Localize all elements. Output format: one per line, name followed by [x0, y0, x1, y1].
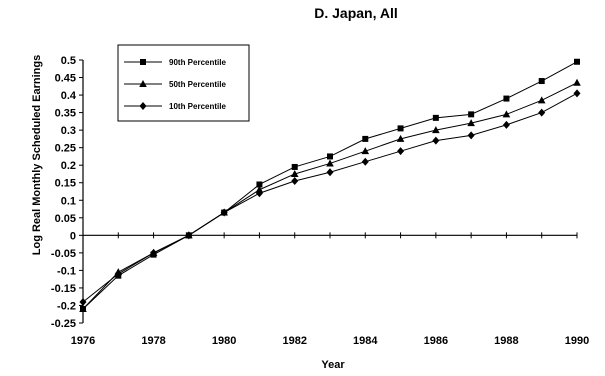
data-point: [397, 125, 404, 132]
data-point: [503, 95, 510, 102]
data-point: [256, 181, 263, 188]
x-tick-label: 1984: [353, 335, 378, 347]
data-point: [220, 208, 228, 217]
data-point: [255, 185, 264, 193]
y-tick-label: -0.1: [57, 265, 76, 277]
data-point: [537, 96, 546, 104]
data-point: [502, 120, 510, 129]
y-tick-label: 0.45: [55, 73, 76, 85]
data-point: [114, 269, 122, 278]
data-point: [150, 248, 158, 257]
chart-title: D. Japan, All: [314, 5, 398, 21]
x-axis-label: Year: [321, 359, 345, 371]
data-point: [432, 126, 440, 134]
legend-label: 50th Percentile: [169, 80, 226, 89]
data-point: [255, 189, 263, 198]
y-tick-label: 0.4: [61, 90, 77, 102]
legend-label: 90th Percentile: [169, 58, 226, 67]
legend-marker: [139, 102, 147, 110]
y-tick-label: 0.15: [55, 178, 76, 190]
y-tick-label: 0.05: [55, 213, 76, 225]
data-point: [361, 147, 370, 155]
data-point: [291, 163, 298, 170]
data-point: [396, 134, 405, 142]
data-point: [432, 136, 440, 145]
x-tick-label: 1978: [141, 335, 165, 347]
y-tick-label: 0.3: [61, 125, 76, 137]
data-point: [397, 147, 405, 156]
data-point: [468, 111, 475, 118]
y-tick-label: 0.1: [61, 195, 76, 207]
data-point: [326, 168, 334, 177]
data-point: [361, 157, 369, 166]
data-point: [432, 114, 439, 121]
data-point: [290, 169, 299, 177]
y-tick-label: -0.25: [51, 318, 76, 330]
data-point: [467, 131, 475, 140]
x-tick-label: 1990: [565, 335, 589, 347]
data-point: [79, 304, 87, 312]
y-axis-label: Log Real Monthly Scheduled Earnings: [31, 55, 43, 255]
data-point: [538, 108, 546, 117]
y-tick-label: 0.35: [55, 108, 76, 120]
series-diamond: [79, 89, 581, 306]
data-point: [362, 135, 369, 142]
series-layer: [79, 58, 581, 312]
data-point: [79, 297, 87, 306]
x-tick-label: 1976: [71, 335, 95, 347]
data-point: [573, 78, 581, 86]
legend-marker: [139, 80, 147, 87]
data-point: [327, 153, 333, 160]
data-point: [467, 119, 475, 127]
y-tick-label: -0.15: [51, 283, 76, 295]
data-point: [573, 89, 581, 98]
data-point: [574, 58, 580, 65]
data-point: [502, 110, 511, 118]
x-tick-label: 1986: [424, 335, 448, 347]
x-tick-label: 1980: [212, 335, 236, 347]
series-line: [82, 92, 578, 303]
y-tick-label: -0.2: [57, 300, 76, 312]
legend-marker: [140, 59, 146, 65]
y-tick-label: 0.2: [61, 160, 76, 172]
data-point: [291, 176, 299, 185]
legend: 90th Percentile 50th Percentile 10th Perce…: [117, 44, 250, 122]
legend-box: [117, 44, 250, 122]
data-point: [326, 159, 334, 167]
data-point: [185, 231, 193, 240]
x-tick-label: 1982: [282, 335, 306, 347]
y-tick-label: 0.25: [55, 143, 76, 155]
y-tick-label: -0.05: [51, 248, 76, 260]
y-tick-label: 0.5: [61, 55, 76, 67]
axes: 0.5 0.45 0.4 0.35 0.3 0.25 0.2 0.15 0.1 0.05 0 -0.0…: [51, 55, 589, 347]
data-point: [538, 78, 545, 85]
legend-label: 10th Percentile: [169, 102, 226, 111]
y-tick-label: 0: [70, 230, 76, 242]
x-tick-label: 1988: [494, 335, 518, 347]
